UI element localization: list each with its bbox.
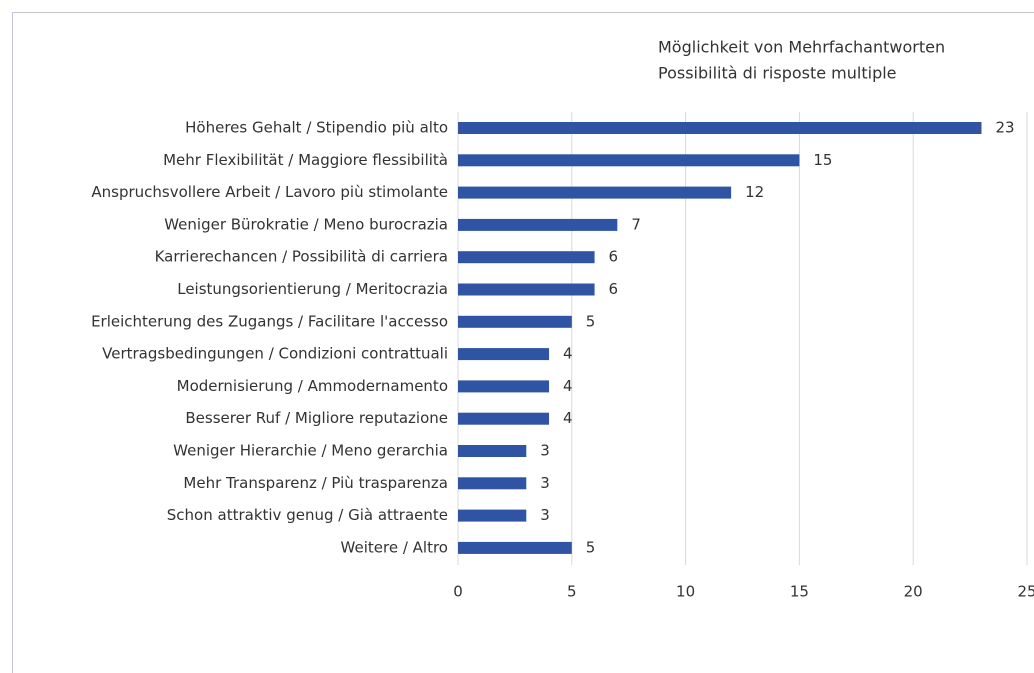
frame (12, 12, 1034, 673)
value-label: 23 (995, 119, 1014, 137)
value-label: 3 (540, 442, 550, 460)
annotation: Possibilità di risposte multiple (658, 64, 897, 83)
value-label: 4 (563, 377, 573, 395)
bar (458, 380, 550, 393)
y-tick-label: Erleichterung des Zugangs / Facilitare l… (91, 312, 448, 330)
x-tick-label: 20 (904, 583, 923, 601)
x-tick-label: 10 (676, 583, 695, 601)
bar (458, 412, 550, 425)
bar (458, 251, 595, 264)
y-tick-label: Höheres Gehalt / Stipendio più alto (185, 119, 448, 137)
y-tick-label: Anspruchsvollere Arbeit / Lavoro più sti… (91, 183, 448, 201)
y-tick-label: Weniger Hierarchie / Meno gerarchia (173, 442, 448, 460)
bar (458, 122, 982, 134)
bar (458, 283, 595, 296)
value-label: 5 (586, 312, 596, 330)
y-tick-label: Mehr Transparenz / Più trasparenza (183, 474, 448, 492)
bar (458, 541, 572, 554)
bar (458, 348, 550, 361)
bar (458, 154, 800, 167)
bar (458, 477, 527, 490)
bar (458, 315, 572, 328)
value-label: 6 (609, 280, 619, 298)
y-tick-label: Schon attraktiv genug / Già attraente (167, 506, 448, 524)
x-tick-label: 25 (1017, 583, 1034, 601)
value-label: 4 (563, 409, 573, 427)
bar (458, 218, 618, 231)
x-tick-label: 0 (453, 583, 463, 601)
y-tick-label: Weniger Bürokratie / Meno burocrazia (164, 215, 448, 233)
bar (458, 445, 527, 457)
annotation: Möglichkeit von Mehrfachantworten (658, 38, 945, 57)
value-label: 4 (563, 345, 573, 363)
y-tick-label: Besserer Ruf / Migliore reputazione (185, 409, 448, 427)
x-tick-label: 15 (790, 583, 809, 601)
value-label: 15 (813, 151, 832, 169)
value-label: 7 (631, 215, 641, 233)
value-label: 5 (586, 538, 596, 556)
value-label: 3 (540, 506, 550, 524)
value-label: 12 (745, 183, 764, 201)
y-tick-label: Modernisierung / Ammodernamento (177, 377, 448, 395)
y-tick-label: Weitere / Altro (341, 538, 448, 556)
bar (458, 509, 527, 522)
value-label: 3 (540, 474, 550, 492)
x-tick-label: 5 (567, 583, 577, 601)
y-tick-label: Vertragsbedingungen / Condizioni contrat… (102, 345, 448, 363)
y-tick-label: Mehr Flexibilität / Maggiore flessibilit… (163, 151, 448, 169)
y-tick-label: Leistungsorientierung / Meritocrazia (177, 280, 448, 298)
y-tick-label: Karrierechancen / Possibilità di carrier… (155, 248, 448, 266)
value-label: 6 (609, 248, 619, 266)
bar (458, 186, 732, 199)
